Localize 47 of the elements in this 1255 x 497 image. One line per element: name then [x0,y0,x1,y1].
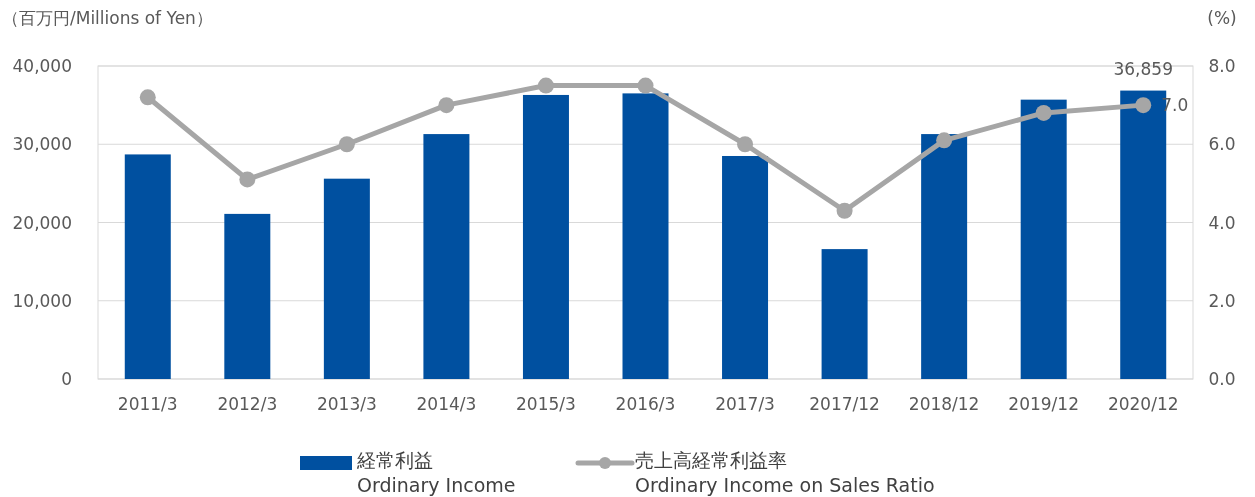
point [836,202,853,219]
y2-tick-label: 2.0 [1208,290,1236,311]
legend-label: 経常利益 Ordinary Income [356,449,516,496]
y2-tick-label: 4.0 [1208,212,1236,233]
point [338,136,355,153]
x-tick-label: 2015/3 [516,394,576,414]
data-label: 36,859 [1113,58,1173,79]
y-tick-label: 30,000 [12,134,72,155]
y-tick-label: 10,000 [12,290,72,311]
point [737,136,754,153]
bar [323,178,370,379]
point [537,77,554,94]
point [438,97,455,114]
bar [124,154,171,379]
y-tick-label: 20,000 [12,212,72,233]
x-tick-label: 2017/3 [715,394,775,414]
x-tick-label: 2020/12 [1107,394,1179,414]
bar [423,134,470,379]
bar [224,213,271,379]
bar [522,94,569,379]
x-tick-label: 2012/3 [217,394,278,414]
point [239,171,256,188]
x-tick-label: 2017/12 [809,394,880,414]
bar [1020,99,1067,379]
y-axis-title: （百万円/Millions of Yen） [2,8,213,28]
point [936,132,953,149]
point [637,77,654,94]
bar [921,134,968,379]
y2-axis-title: (%) [1207,8,1237,28]
bar [821,249,868,379]
bar [622,93,669,379]
x-tick-label: 2011/3 [117,394,178,414]
x-tick-label: 2014/3 [416,394,477,414]
y-tick-label: 40,000 [12,56,72,76]
x-tick-label: 2016/3 [615,394,676,414]
y2-tick-label: 0.0 [1208,369,1236,389]
bar [722,155,769,379]
x-tick-label: 2018/12 [908,394,980,414]
x-tick-label: 2013/3 [316,394,377,414]
legend-label: 売上高経常利益率 Ordinary Income on Sales Ratio [635,449,935,496]
y2-tick-label: 6.0 [1208,134,1236,155]
y2-tick-label: 8.0 [1208,56,1236,76]
point [1135,97,1152,114]
point [1035,104,1052,121]
y-tick-label: 0 [61,369,72,389]
point [139,89,156,106]
x-tick-label: 2019/12 [1008,394,1079,414]
